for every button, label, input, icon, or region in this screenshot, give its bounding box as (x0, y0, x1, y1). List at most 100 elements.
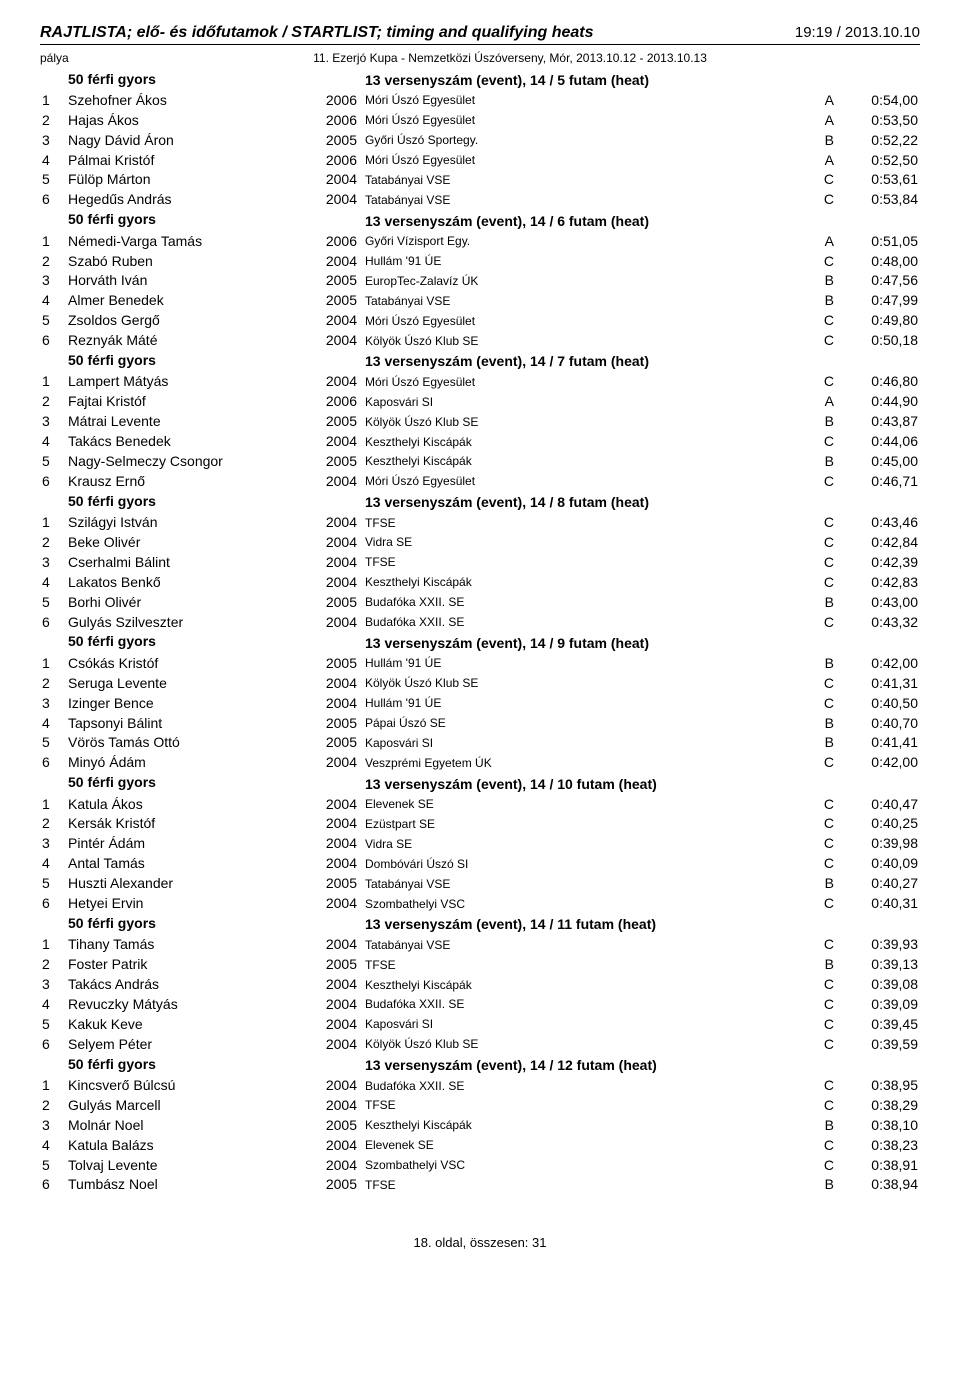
time-cell: 0:44,90 (836, 392, 920, 412)
year-cell: 2004 (305, 372, 363, 392)
year-cell: 2004 (305, 854, 363, 874)
club-cell: Keszthelyi Kiscápák (363, 1115, 802, 1135)
lane-cell: 2 (40, 251, 66, 271)
time-cell: 0:38,91 (836, 1155, 920, 1175)
name-cell: Hegedűs András (66, 190, 305, 210)
class-cell: B (802, 451, 836, 471)
time-cell: 0:43,00 (836, 592, 920, 612)
lane-cell: 5 (40, 1014, 66, 1034)
time-cell: 0:43,32 (836, 612, 920, 632)
class-cell: C (802, 432, 836, 452)
heat-event-label: 50 férfi gyors (66, 773, 305, 794)
name-cell: Hajas Ákos (66, 110, 305, 130)
class-cell: B (802, 955, 836, 975)
heat-info: 13 versenyszám (event), 14 / 11 futam (h… (363, 913, 802, 934)
lane-cell: 4 (40, 994, 66, 1014)
year-cell: 2004 (305, 935, 363, 955)
name-cell: Beke Olivér (66, 532, 305, 552)
swimmer-row: 1Csókás Kristóf2005Hullám '91 ÚEB0:42,00 (40, 653, 920, 673)
heat-header-row: 50 férfi gyors13 versenyszám (event), 14… (40, 632, 920, 653)
year-cell: 2005 (305, 592, 363, 612)
year-cell: 2005 (305, 412, 363, 432)
swimmer-row: 3Horváth Iván2005EuropTec-Zalavíz ÚKB0:4… (40, 271, 920, 291)
club-cell: EuropTec-Zalavíz ÚK (363, 271, 802, 291)
swimmer-row: 4Katula Balázs2004Elevenek SEC0:38,23 (40, 1135, 920, 1155)
heat-event-label: 50 férfi gyors (66, 69, 305, 90)
club-cell: Tatabányai VSE (363, 190, 802, 210)
time-cell: 0:40,27 (836, 874, 920, 894)
name-cell: Vörös Tamás Ottó (66, 733, 305, 753)
time-cell: 0:38,10 (836, 1115, 920, 1135)
class-cell: A (802, 90, 836, 110)
name-cell: Zsoldos Gergő (66, 311, 305, 331)
year-cell: 2005 (305, 713, 363, 733)
club-cell: TFSE (363, 1175, 802, 1195)
heat-info: 13 versenyszám (event), 14 / 6 futam (he… (363, 210, 802, 231)
heat-event-label: 50 férfi gyors (66, 632, 305, 653)
name-cell: Minyó Ádám (66, 753, 305, 773)
club-cell: Győri Vízisport Egy. (363, 231, 802, 251)
class-cell: C (802, 894, 836, 914)
swimmer-row: 3Izinger Bence2004Hullám '91 ÚEC0:40,50 (40, 693, 920, 713)
year-cell: 2004 (305, 1076, 363, 1096)
time-cell: 0:42,84 (836, 532, 920, 552)
name-cell: Cserhalmi Bálint (66, 552, 305, 572)
time-cell: 0:39,59 (836, 1034, 920, 1054)
class-cell: C (802, 331, 836, 351)
time-cell: 0:39,93 (836, 935, 920, 955)
class-cell: C (802, 471, 836, 491)
heat-event-label: 50 férfi gyors (66, 350, 305, 371)
club-cell: Kölyök Úszó Klub SE (363, 673, 802, 693)
year-cell: 2005 (305, 1115, 363, 1135)
name-cell: Kersák Kristóf (66, 814, 305, 834)
header-datetime: 19:19 / 2013.10.10 (795, 24, 920, 41)
name-cell: Takács Benedek (66, 432, 305, 452)
club-cell: TFSE (363, 513, 802, 533)
class-cell: C (802, 693, 836, 713)
swimmer-row: 1Tihany Tamás2004Tatabányai VSEC0:39,93 (40, 935, 920, 955)
lane-cell: 3 (40, 130, 66, 150)
name-cell: Revuczky Mátyás (66, 994, 305, 1014)
club-cell: Tatabányai VSE (363, 170, 802, 190)
swimmer-row: 4Almer Benedek2005Tatabányai VSEB0:47,99 (40, 291, 920, 311)
name-cell: Gulyás Szilveszter (66, 612, 305, 632)
year-cell: 2005 (305, 955, 363, 975)
club-cell: TFSE (363, 1095, 802, 1115)
lane-cell: 3 (40, 271, 66, 291)
heat-header-row: 50 férfi gyors13 versenyszám (event), 14… (40, 210, 920, 231)
year-cell: 2005 (305, 874, 363, 894)
club-cell: Vidra SE (363, 834, 802, 854)
class-cell: B (802, 653, 836, 673)
lane-cell: 4 (40, 150, 66, 170)
time-cell: 0:40,50 (836, 693, 920, 713)
class-cell: C (802, 975, 836, 995)
swimmer-row: 1Lampert Mátyás2004Móri Úszó EgyesületC0… (40, 372, 920, 392)
club-cell: TFSE (363, 552, 802, 572)
time-cell: 0:49,80 (836, 311, 920, 331)
name-cell: Mátrai Levente (66, 412, 305, 432)
name-cell: Némedi-Varga Tamás (66, 231, 305, 251)
heat-header-row: 50 férfi gyors13 versenyszám (event), 14… (40, 913, 920, 934)
lane-cell: 3 (40, 693, 66, 713)
lane-cell: 1 (40, 231, 66, 251)
class-cell: B (802, 291, 836, 311)
lane-cell: 1 (40, 653, 66, 673)
time-cell: 0:39,13 (836, 955, 920, 975)
time-cell: 0:40,70 (836, 713, 920, 733)
time-cell: 0:53,61 (836, 170, 920, 190)
time-cell: 0:43,87 (836, 412, 920, 432)
lane-cell: 5 (40, 311, 66, 331)
time-cell: 0:53,50 (836, 110, 920, 130)
name-cell: Lakatos Benkő (66, 572, 305, 592)
club-cell: Veszprémi Egyetem ÚK (363, 753, 802, 773)
lane-cell: 3 (40, 834, 66, 854)
swimmer-row: 1Szehofner Ákos2006Móri Úszó EgyesületA0… (40, 90, 920, 110)
heat-info: 13 versenyszám (event), 14 / 5 futam (he… (363, 69, 802, 90)
swimmer-row: 2Fajtai Kristóf2006Kaposvári SIA0:44,90 (40, 392, 920, 412)
heat-header-row: 50 férfi gyors13 versenyszám (event), 14… (40, 1054, 920, 1075)
club-cell: Móri Úszó Egyesület (363, 372, 802, 392)
swimmer-row: 4Takács Benedek2004Keszthelyi KiscápákC0… (40, 432, 920, 452)
header-title: RAJTLISTA; elő- és időfutamok / STARTLIS… (40, 24, 594, 42)
class-cell: C (802, 1095, 836, 1115)
year-cell: 2004 (305, 170, 363, 190)
